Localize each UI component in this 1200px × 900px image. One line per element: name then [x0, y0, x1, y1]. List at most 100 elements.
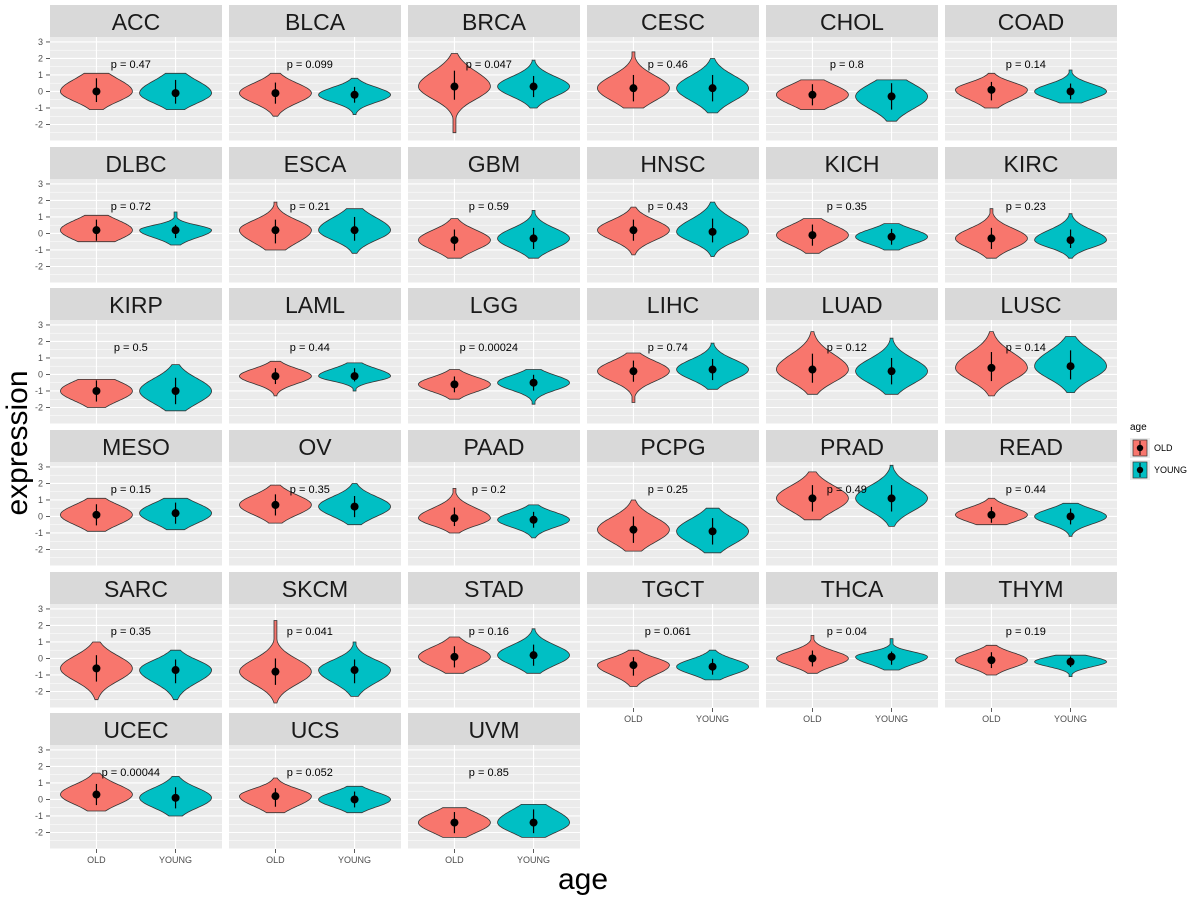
panel-laml: LAML p = 0.44 [229, 288, 401, 425]
median-point-young [171, 666, 180, 675]
x-tick-label: YOUNG [696, 714, 729, 724]
panel-strip [408, 147, 580, 179]
y-tick-label: -2 [35, 827, 43, 837]
median-point-young [350, 90, 359, 99]
y-tick-label: 3 [38, 37, 43, 47]
y-tick-label: -1 [35, 670, 43, 680]
legend-title: age [1130, 422, 1147, 433]
p-value-label: p = 0.49 [827, 484, 867, 496]
panel-background [50, 320, 222, 424]
panel-skcm: SKCM p = 0.041 [229, 572, 401, 709]
median-point-young [350, 226, 359, 235]
panel-title: STAD [464, 576, 524, 602]
panel-strip [408, 288, 580, 320]
panel-title: GBM [468, 151, 520, 177]
median-point-young [708, 365, 717, 374]
panel-title: SKCM [282, 576, 348, 602]
panel-title: ESCA [284, 151, 347, 177]
p-value-label: p = 0.47 [111, 59, 151, 71]
panel-title: COAD [998, 9, 1064, 35]
panel-strip [587, 147, 759, 179]
panel-strip [587, 430, 759, 462]
panel-coad: COAD p = 0.14 [945, 5, 1117, 142]
p-value-label: p = 0.16 [469, 626, 509, 638]
panel-strip [945, 572, 1117, 604]
panel-strip [766, 5, 938, 37]
median-point-young [529, 378, 538, 387]
panel-cesc: CESC p = 0.46 [587, 5, 759, 142]
panel-strip [50, 288, 222, 320]
p-value-label: p = 0.21 [290, 201, 330, 213]
median-point-young [708, 662, 717, 671]
panel-strip [50, 430, 222, 462]
y-tick-label: -1 [35, 103, 43, 113]
median-point-old [450, 82, 459, 91]
p-value-label: p = 0.15 [111, 484, 151, 496]
panel-pcpg: PCPG p = 0.25 [587, 430, 759, 567]
y-tick-label: 2 [38, 195, 43, 205]
p-value-label: p = 0.052 [287, 767, 333, 779]
y-tick-label: 3 [38, 604, 43, 614]
panel-ucec: UCEC 3 2 1 0 -1 -2 p = 0.00044 OLD YOUNG [35, 713, 222, 865]
panel-strip [229, 147, 401, 179]
panel-luad: LUAD p = 0.12 [766, 288, 938, 425]
legend-key-old [1130, 438, 1150, 458]
panel-title: UCEC [103, 717, 168, 743]
p-value-label: p = 0.72 [111, 201, 151, 213]
x-tick-label: OLD [266, 855, 285, 865]
median-point-old [271, 792, 280, 801]
panel-title: UVM [468, 717, 519, 743]
panel-title: LAML [285, 292, 345, 318]
p-value-label: p = 0.2 [472, 484, 506, 496]
panel-strip [587, 5, 759, 37]
panel-title: UCS [291, 717, 340, 743]
median-point-young [1066, 236, 1075, 245]
panel-strip [50, 713, 222, 745]
p-value-label: p = 0.8 [830, 59, 864, 71]
p-value-label: p = 0.19 [1006, 626, 1046, 638]
y-tick-label: 0 [38, 653, 43, 663]
p-value-label: p = 0.44 [1006, 484, 1046, 496]
x-tick-label: OLD [624, 714, 643, 724]
panel-kich: KICH p = 0.35 [766, 147, 938, 284]
p-value-label: p = 0.43 [648, 201, 688, 213]
panel-background [587, 604, 759, 708]
panel-background [408, 320, 580, 424]
panel-title: TGCT [642, 576, 705, 602]
median-point-young [529, 82, 538, 91]
y-tick-label: 2 [38, 478, 43, 488]
panel-title: PRAD [820, 434, 884, 460]
panel-title: DLBC [105, 151, 166, 177]
median-point-old [450, 514, 459, 523]
median-point-old [271, 372, 280, 381]
panel-dlbc: DLBC 3 2 1 0 -1 -2 p = 0.72 [35, 147, 222, 284]
panel-title: PCPG [640, 434, 705, 460]
panel-background [587, 462, 759, 566]
panel-paad: PAAD p = 0.2 [408, 430, 580, 567]
panel-strip [408, 713, 580, 745]
median-point-old [450, 236, 459, 245]
y-tick-label: -2 [35, 261, 43, 271]
median-point-old [271, 226, 280, 235]
x-tick-label: OLD [803, 714, 822, 724]
x-tick-label: YOUNG [875, 714, 908, 724]
median-point-old [987, 234, 996, 243]
median-point-young [529, 515, 538, 524]
legend-glyph-young [1132, 461, 1148, 479]
median-point-old [271, 667, 280, 676]
median-point-old [987, 510, 996, 519]
median-point-old [450, 652, 459, 661]
panel-strip [229, 430, 401, 462]
y-tick-label: -2 [35, 544, 43, 554]
p-value-label: p = 0.46 [648, 59, 688, 71]
median-point-young [350, 795, 359, 804]
x-tick-label: YOUNG [338, 855, 371, 865]
panel-title: BLCA [285, 9, 346, 35]
panel-strip [945, 147, 1117, 179]
median-point-old [629, 367, 638, 376]
panel-brca: BRCA p = 0.047 [408, 5, 580, 142]
x-tick-label: YOUNG [159, 855, 192, 865]
median-point-young [529, 651, 538, 660]
median-point-old [450, 380, 459, 389]
y-tick-label: 2 [38, 620, 43, 630]
